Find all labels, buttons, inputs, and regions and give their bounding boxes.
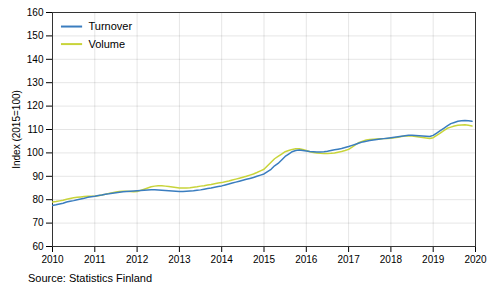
svg-text:2018: 2018 (380, 254, 403, 265)
svg-text:130: 130 (27, 77, 44, 88)
svg-text:Volume: Volume (88, 38, 125, 50)
svg-text:150: 150 (27, 30, 44, 41)
svg-text:70: 70 (32, 217, 44, 228)
svg-text:2012: 2012 (126, 254, 149, 265)
svg-text:2019: 2019 (422, 254, 445, 265)
svg-text:Turnover: Turnover (88, 20, 132, 32)
html-text:Source: Statistics Finland: Source: Statistics Finland (28, 272, 153, 284)
svg-text:160: 160 (27, 7, 44, 18)
svg-text:Index (2015=100): Index (2015=100) (11, 90, 22, 169)
svg-text:2011: 2011 (84, 254, 106, 265)
svg-text:90: 90 (32, 171, 44, 182)
svg-text:60: 60 (32, 241, 44, 252)
svg-text:120: 120 (27, 100, 44, 111)
svg-text:80: 80 (32, 194, 44, 205)
svg-text:2016: 2016 (295, 254, 318, 265)
svg-text:2020: 2020 (464, 254, 487, 265)
svg-text:2015: 2015 (253, 254, 276, 265)
svg-text:2017: 2017 (337, 254, 360, 265)
svg-text:2010: 2010 (41, 254, 64, 265)
svg-text:110: 110 (28, 124, 44, 135)
svg-text:2013: 2013 (168, 254, 191, 265)
svg-text:100: 100 (27, 147, 44, 158)
svg-text:2014: 2014 (211, 254, 234, 265)
svg-text:140: 140 (27, 54, 44, 65)
